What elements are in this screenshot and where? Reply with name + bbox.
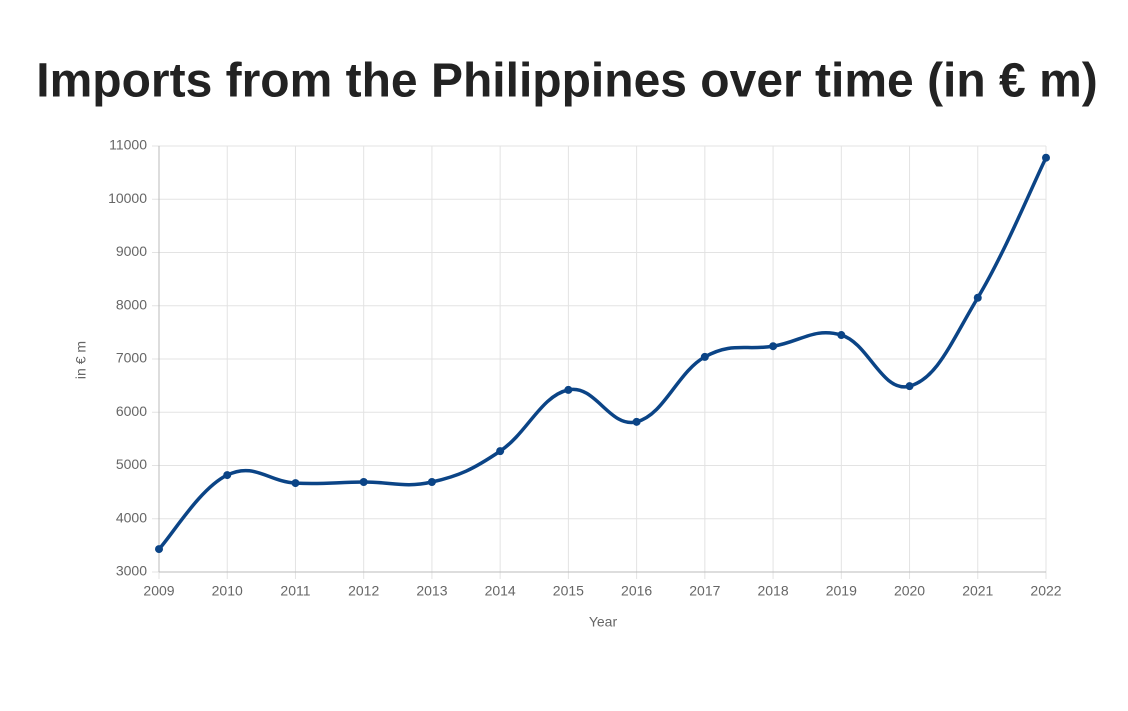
point [564, 385, 573, 394]
point [427, 478, 436, 487]
x-tick-label: 2013 [416, 583, 447, 599]
point [223, 471, 232, 480]
point [632, 417, 641, 426]
y-tick-label: 9000 [116, 243, 147, 259]
line [157, 156, 1048, 551]
point [700, 352, 709, 361]
point [769, 342, 778, 351]
point [905, 382, 914, 391]
y-tick-label: 8000 [116, 296, 147, 312]
x-tick-label: 2009 [143, 583, 174, 599]
x-tick-label: 2021 [962, 583, 993, 599]
x-tick-label: 2014 [485, 583, 516, 599]
x-tick-label: 2016 [621, 583, 652, 599]
y-tick-label: 10000 [108, 190, 147, 206]
point [496, 447, 505, 456]
chart-title: Imports from the Philippines over time (… [36, 55, 1097, 108]
x-tick-label: 2022 [1030, 583, 1061, 599]
point [155, 545, 163, 554]
y-tick-label: 7000 [116, 350, 147, 366]
x-tick-label: 2015 [553, 583, 584, 599]
x-tick-label: 2017 [689, 583, 720, 599]
point [837, 331, 846, 340]
x-tick-label: 2018 [757, 583, 788, 599]
x-tick-label: 2011 [280, 583, 310, 599]
x-tick-label: 2020 [894, 583, 925, 599]
y-tick-label: 5000 [116, 456, 147, 472]
y-tick-label: 4000 [116, 509, 147, 525]
point [1042, 153, 1050, 162]
y-tick-label: 3000 [116, 563, 147, 579]
y-axis-label: in € m [73, 341, 89, 379]
point [291, 479, 300, 488]
y-tick-label: 11000 [109, 137, 147, 153]
point [359, 478, 368, 487]
x-axis-label: Year [589, 614, 618, 630]
x-tick-label: 2010 [212, 583, 243, 599]
x-tick-label: 2012 [348, 583, 379, 599]
y-tick-label: 6000 [116, 403, 147, 419]
x-tick-label: 2019 [826, 583, 857, 599]
point [973, 293, 982, 302]
